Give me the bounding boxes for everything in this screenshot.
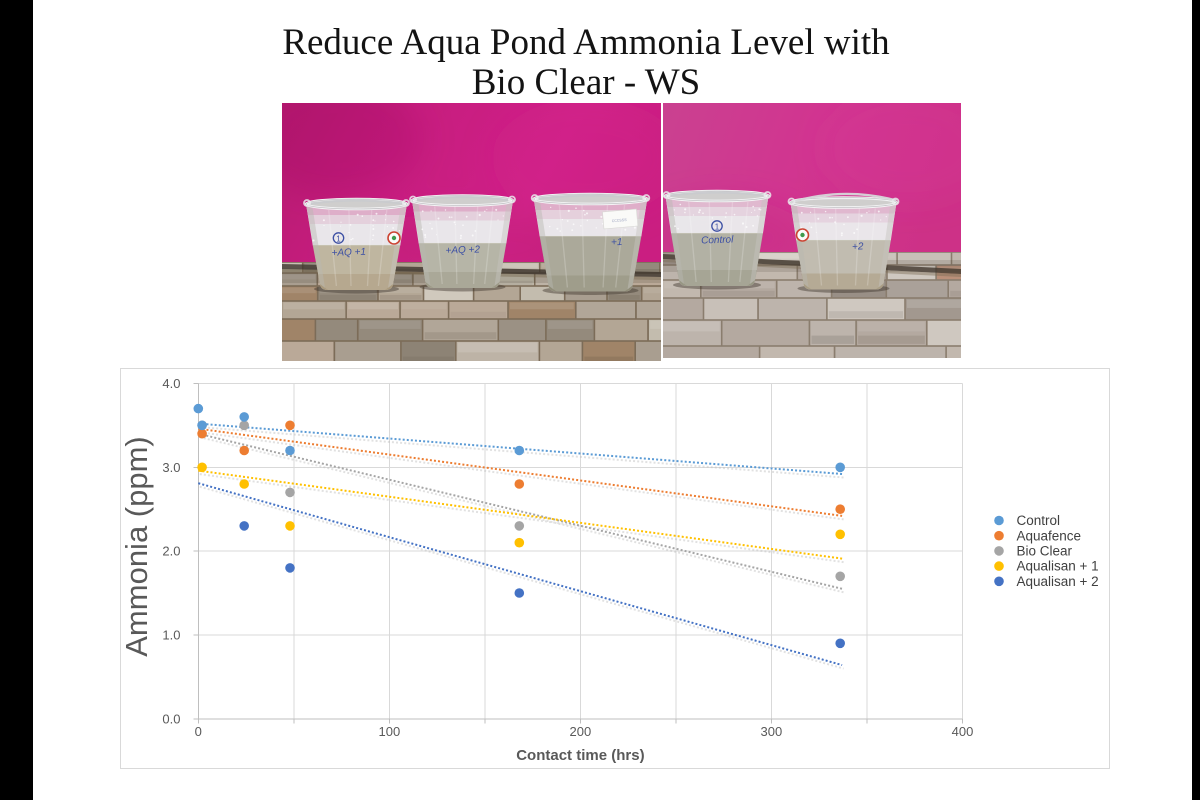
- svg-text:+2: +2: [852, 241, 864, 252]
- svg-text:Aqualisan + 1: Aqualisan + 1: [1017, 559, 1099, 574]
- svg-text:400: 400: [952, 724, 974, 739]
- svg-text:100: 100: [379, 724, 401, 739]
- svg-text:1: 1: [715, 223, 720, 232]
- svg-text:1.0: 1.0: [162, 628, 180, 643]
- svg-text:0.0: 0.0: [162, 711, 180, 726]
- svg-text:Control: Control: [701, 234, 734, 246]
- svg-text:0: 0: [195, 724, 202, 739]
- svg-text:Control: Control: [1017, 513, 1061, 528]
- svg-text:300: 300: [761, 724, 783, 739]
- svg-text:3.0: 3.0: [162, 460, 180, 475]
- svg-text:Aquafence: Aquafence: [1017, 528, 1082, 543]
- svg-text:Bio Clear: Bio Clear: [1017, 544, 1073, 559]
- svg-text:1: 1: [336, 235, 341, 244]
- svg-text:cccsss: cccsss: [612, 217, 628, 224]
- svg-text:+AQ +1: +AQ +1: [331, 247, 366, 259]
- svg-text:Ammonia (ppm): Ammonia (ppm): [120, 436, 154, 657]
- svg-text:+1: +1: [611, 237, 623, 248]
- svg-text:Aqualisan + 2: Aqualisan + 2: [1017, 574, 1099, 589]
- svg-text:2.0: 2.0: [162, 544, 180, 559]
- svg-text:200: 200: [570, 724, 592, 739]
- svg-text:4.0: 4.0: [162, 376, 180, 391]
- svg-text:Contact time (hrs): Contact time (hrs): [516, 747, 644, 764]
- svg-text:+AQ +2: +AQ +2: [445, 244, 480, 256]
